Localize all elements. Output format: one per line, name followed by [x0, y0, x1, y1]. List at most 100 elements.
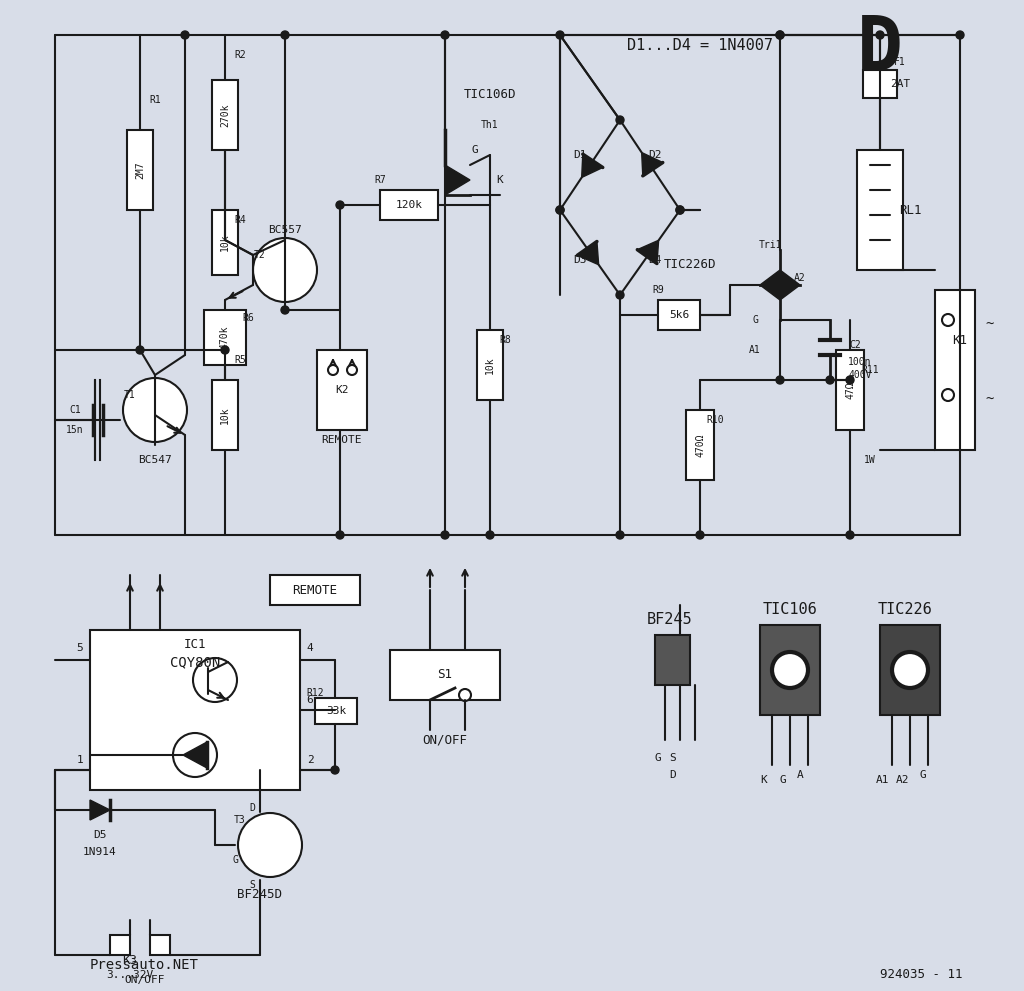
- Text: 400V: 400V: [848, 370, 871, 380]
- Text: 2: 2: [306, 755, 313, 765]
- Text: D: D: [249, 803, 255, 813]
- Text: S: S: [249, 880, 255, 890]
- Text: 470Ω: 470Ω: [695, 433, 705, 457]
- Circle shape: [876, 31, 884, 39]
- Text: 10k: 10k: [220, 406, 230, 424]
- Circle shape: [281, 31, 289, 39]
- Circle shape: [336, 201, 344, 209]
- Bar: [315, 698, 357, 724]
- Bar: [317, 350, 367, 430]
- Text: G: G: [472, 145, 478, 155]
- Bar: [760, 625, 820, 715]
- Text: D2: D2: [648, 150, 662, 160]
- Text: BC547: BC547: [138, 455, 172, 465]
- Circle shape: [193, 658, 237, 702]
- Circle shape: [772, 652, 808, 688]
- Text: ON/OFF: ON/OFF: [423, 733, 468, 746]
- Text: Tri1: Tri1: [758, 240, 781, 250]
- Text: R5: R5: [234, 355, 246, 365]
- Circle shape: [136, 346, 144, 354]
- Text: BF245D: BF245D: [238, 889, 283, 902]
- Circle shape: [331, 766, 339, 774]
- Circle shape: [676, 206, 684, 214]
- Text: 470k: 470k: [220, 325, 230, 349]
- Text: TIC106: TIC106: [763, 603, 817, 617]
- Circle shape: [676, 206, 684, 214]
- Text: R12: R12: [306, 688, 324, 698]
- Text: 2AT: 2AT: [890, 79, 910, 89]
- Text: R9: R9: [652, 285, 664, 295]
- Text: 10k: 10k: [485, 356, 495, 374]
- Text: D3: D3: [573, 255, 587, 265]
- Text: R2: R2: [234, 50, 246, 60]
- Bar: [270, 575, 360, 605]
- Polygon shape: [183, 742, 207, 768]
- Text: 5k6: 5k6: [669, 310, 689, 320]
- Text: G: G: [654, 753, 662, 763]
- Text: C2: C2: [849, 340, 861, 350]
- Circle shape: [696, 531, 705, 539]
- Bar: [863, 70, 897, 98]
- Text: 1N914: 1N914: [83, 847, 117, 857]
- Text: 4: 4: [306, 643, 313, 653]
- Text: R10: R10: [707, 415, 724, 425]
- Bar: [150, 935, 170, 955]
- Text: F1: F1: [894, 57, 906, 67]
- Text: K: K: [761, 775, 767, 785]
- Text: R11: R11: [861, 365, 879, 375]
- Bar: [686, 410, 714, 480]
- Circle shape: [616, 291, 624, 299]
- Polygon shape: [582, 155, 603, 177]
- Text: 1W: 1W: [864, 455, 876, 465]
- Text: ~: ~: [986, 393, 994, 407]
- Text: K3: K3: [123, 953, 137, 966]
- Bar: [658, 300, 700, 330]
- Text: Th1: Th1: [481, 120, 499, 130]
- Text: 15n: 15n: [67, 425, 84, 435]
- Text: G: G: [752, 315, 758, 325]
- Polygon shape: [578, 242, 599, 265]
- Circle shape: [776, 31, 784, 39]
- Text: R1: R1: [150, 95, 161, 105]
- Polygon shape: [445, 165, 470, 195]
- Bar: [935, 290, 975, 450]
- Text: 5: 5: [77, 643, 83, 653]
- Polygon shape: [637, 240, 658, 264]
- Text: A1: A1: [877, 775, 890, 785]
- Text: D: D: [670, 770, 677, 780]
- Bar: [212, 380, 238, 450]
- Circle shape: [556, 206, 564, 214]
- Circle shape: [238, 813, 302, 877]
- Text: 2M7: 2M7: [135, 162, 145, 178]
- Text: C1: C1: [70, 405, 81, 415]
- Circle shape: [328, 365, 338, 375]
- Text: A2: A2: [795, 273, 806, 283]
- Bar: [212, 80, 238, 150]
- Bar: [212, 210, 238, 275]
- Circle shape: [556, 206, 564, 214]
- Circle shape: [616, 531, 624, 539]
- Circle shape: [776, 31, 784, 39]
- Bar: [655, 635, 690, 685]
- Text: R6: R6: [242, 313, 254, 323]
- Text: REMOTE: REMOTE: [293, 584, 338, 597]
- Text: G: G: [920, 770, 927, 780]
- Circle shape: [956, 31, 964, 39]
- Text: 3...32V: 3...32V: [106, 970, 154, 980]
- Text: 100n: 100n: [848, 357, 871, 367]
- Text: D1: D1: [573, 150, 587, 160]
- Text: K: K: [497, 175, 504, 185]
- Bar: [390, 650, 500, 700]
- Bar: [380, 190, 438, 220]
- Text: RL1: RL1: [899, 203, 922, 216]
- Text: K2: K2: [335, 385, 349, 395]
- Text: BC557: BC557: [268, 225, 302, 235]
- Text: 6: 6: [306, 695, 313, 705]
- Circle shape: [616, 116, 624, 124]
- Text: D5: D5: [93, 830, 106, 840]
- Text: TIC106D: TIC106D: [464, 88, 516, 101]
- Circle shape: [181, 31, 189, 39]
- Text: ON/OFF: ON/OFF: [125, 975, 165, 985]
- Bar: [857, 150, 903, 270]
- Text: R8: R8: [499, 335, 511, 345]
